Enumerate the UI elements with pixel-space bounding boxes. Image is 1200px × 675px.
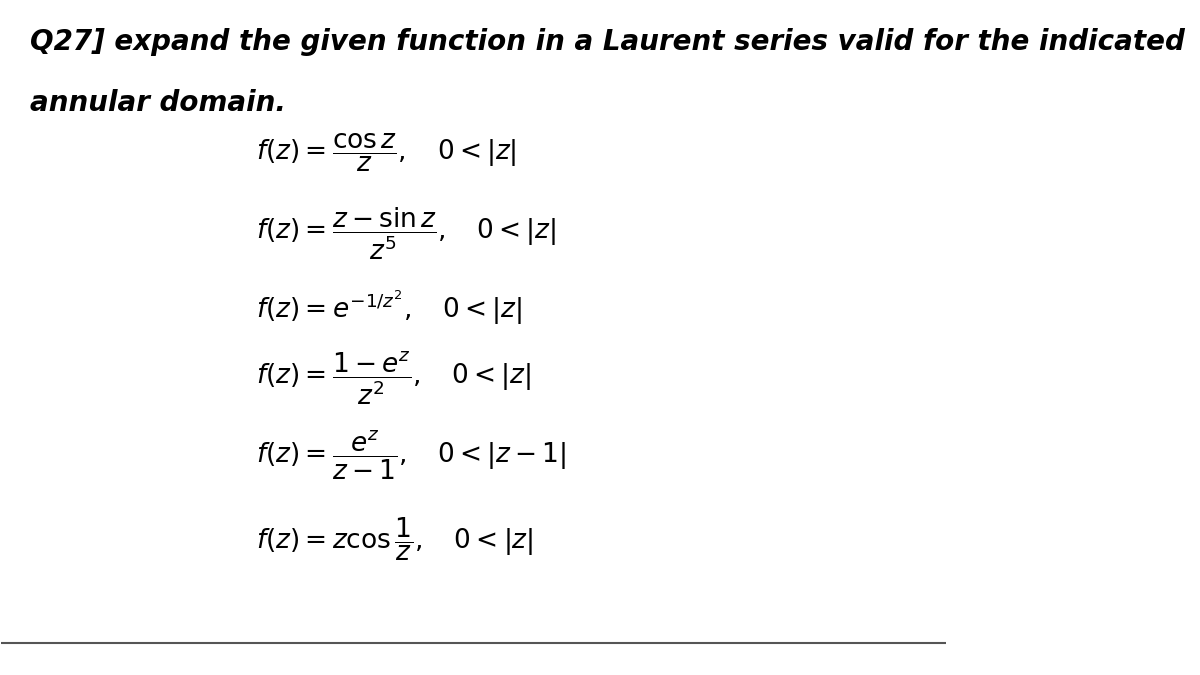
Text: $f(z) = \dfrac{z - \sin z}{z^5},\quad 0 < |z|$: $f(z) = \dfrac{z - \sin z}{z^5},\quad 0 … bbox=[257, 205, 557, 262]
Text: $f(z) = z\cos\dfrac{1}{z},\quad 0 < |z|$: $f(z) = z\cos\dfrac{1}{z},\quad 0 < |z|$ bbox=[257, 516, 534, 563]
Text: $f(z) = \dfrac{e^z}{z - 1},\quad 0 < |z - 1|$: $f(z) = \dfrac{e^z}{z - 1},\quad 0 < |z … bbox=[257, 429, 566, 482]
Text: annular domain.: annular domain. bbox=[30, 89, 286, 117]
Text: $f(z) = \dfrac{1 - e^z}{z^2},\quad 0 < |z|$: $f(z) = \dfrac{1 - e^z}{z^2},\quad 0 < |… bbox=[257, 349, 532, 407]
Text: $f(z) = e^{-1/z^2},\quad 0 < |z|$: $f(z) = e^{-1/z^2},\quad 0 < |z|$ bbox=[257, 288, 522, 327]
Text: Q27] expand the given function in a Laurent series valid for the indicated: Q27] expand the given function in a Laur… bbox=[30, 28, 1184, 56]
Text: $f(z) = \dfrac{\cos z}{z},\quad 0 < |z|$: $f(z) = \dfrac{\cos z}{z},\quad 0 < |z|$ bbox=[257, 132, 517, 173]
